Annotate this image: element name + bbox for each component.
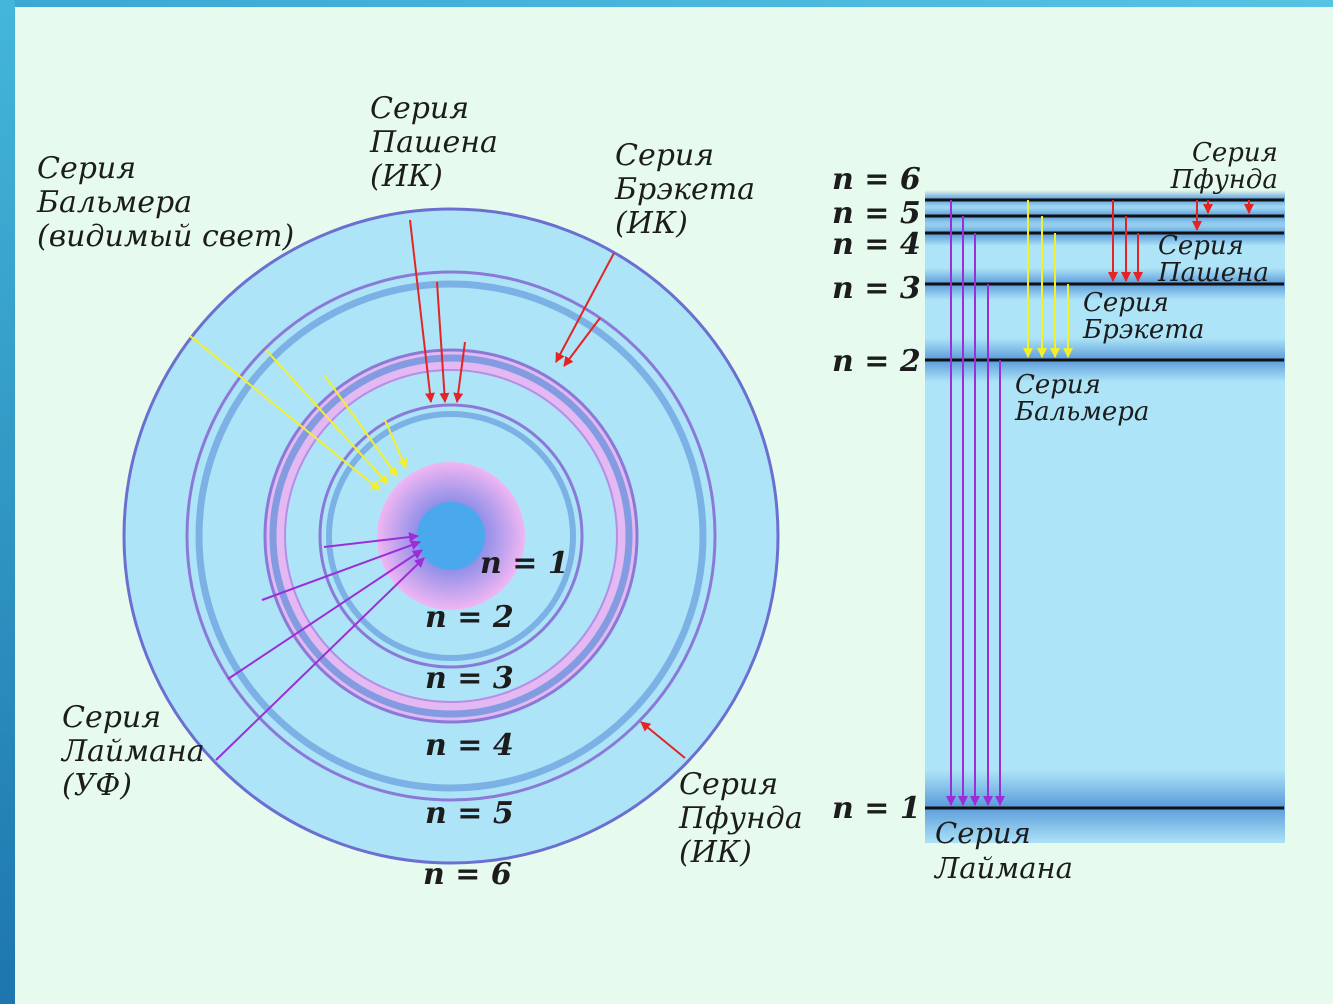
- levels-balmer-line-1: Серия: [1015, 370, 1101, 400]
- levels-balmer-label: Серия Бальмера: [1015, 372, 1149, 426]
- orbit-3-glow: [326, 411, 576, 661]
- level-label-n5: n = 5: [832, 196, 921, 231]
- atom-paschen-arrows: [409, 219, 466, 403]
- orbit-4-glow: [269, 354, 633, 718]
- atom-orbit-label-n1: n = 1: [480, 546, 569, 581]
- atom-orbit-label-n3: n = 3: [425, 661, 514, 696]
- atom-lyman-label: Серия Лаймана (УФ): [62, 701, 205, 803]
- atom-balmer-line-2: Бальмера: [37, 185, 193, 220]
- atom-brackett-line-2: Брэкета: [615, 172, 756, 207]
- levels-paschen-line-2: Пашена: [1158, 258, 1269, 288]
- atom-pfund-label: Серия Пфунда (ИК): [679, 768, 803, 870]
- lyman-transitions: [946, 200, 1005, 806]
- levels-panel: [925, 198, 1285, 843]
- level-label-n6: n = 6: [832, 162, 921, 197]
- levels-brackett-line-2: Брэкета: [1083, 315, 1205, 345]
- atom-lyman-arrows: [215, 532, 425, 761]
- energy-levels: [925, 198, 1284, 810]
- levels-brackett-label: Серия Брэкета: [1083, 290, 1204, 344]
- atom-orbit-label-n4: n = 4: [425, 728, 514, 763]
- level-label-n3: n = 3: [832, 271, 921, 306]
- atom-balmer-label: Серия Бальмера (видимый свет): [37, 152, 294, 254]
- level-label-n2: n = 2: [832, 344, 921, 379]
- levels-paschen-line-1: Серия: [1158, 231, 1244, 261]
- frame-left-bar: [0, 0, 15, 1004]
- levels-pfund-label: Серия Пфунда: [1170, 140, 1278, 194]
- atom-paschen-line-1: Серия: [370, 91, 470, 126]
- levels-brackett-line-1: Серия: [1083, 288, 1169, 318]
- levels-balmer-line-2: Бальмера: [1015, 397, 1150, 427]
- level-label-n4: n = 4: [832, 227, 921, 262]
- atom-lyman-line-1: Серия: [62, 700, 162, 735]
- level-label-n1: n = 1: [832, 791, 921, 826]
- nucleus: [417, 502, 485, 570]
- levels-lyman-line-2: Лаймана: [935, 851, 1073, 885]
- atom-model: [122, 207, 780, 865]
- atom-pfund-arrow: [640, 721, 686, 759]
- atom-orbit-label-n2: n = 2: [425, 600, 514, 635]
- paschen-transitions: [1108, 200, 1143, 282]
- atom-pfund-line-2: Пфунда: [679, 801, 803, 836]
- atom-pfund-line-1: Серия: [679, 767, 779, 802]
- energy-level-diagram: [925, 190, 1285, 844]
- atom-lyman-line-3: (УФ): [62, 768, 132, 803]
- atom-paschen-label: Серия Пашена (ИК): [370, 92, 498, 194]
- atom-balmer-arrows: [189, 335, 407, 491]
- atom-brackett-line-1: Серия: [615, 138, 715, 173]
- atom-brackett-line-3: (ИК): [615, 206, 688, 241]
- atom-paschen-line-3: (ИК): [370, 159, 443, 194]
- orbit-5-glow: [195, 280, 707, 792]
- frame-top-bar: [0, 0, 1333, 7]
- atom-pfund-line-3: (ИК): [679, 835, 752, 870]
- levels-lyman-label: Серия Лаймана: [935, 816, 1073, 886]
- atom-paschen-line-2: Пашена: [370, 125, 498, 160]
- atom-brackett-arrows: [555, 252, 615, 367]
- levels-pfund-line-2: Пфунда: [1170, 165, 1278, 195]
- levels-paschen-label: Серия Пашена: [1158, 233, 1269, 287]
- atom-orbit-label-n6: n = 6: [423, 857, 512, 892]
- brackett-pfund-transitions: [1192, 200, 1254, 231]
- atom-balmer-line-1: Серия: [37, 151, 137, 186]
- balmer-transitions: [1023, 200, 1073, 358]
- atom-lyman-line-2: Лаймана: [62, 734, 205, 769]
- levels-lyman-line-1: Серия: [935, 816, 1031, 850]
- atom-balmer-line-3: (видимый свет): [37, 219, 295, 254]
- levels-pfund-line-1: Серия: [1192, 138, 1278, 168]
- atom-brackett-label: Серия Брэкета (ИК): [615, 139, 755, 241]
- atom-orbit-label-n5: n = 5: [425, 796, 514, 831]
